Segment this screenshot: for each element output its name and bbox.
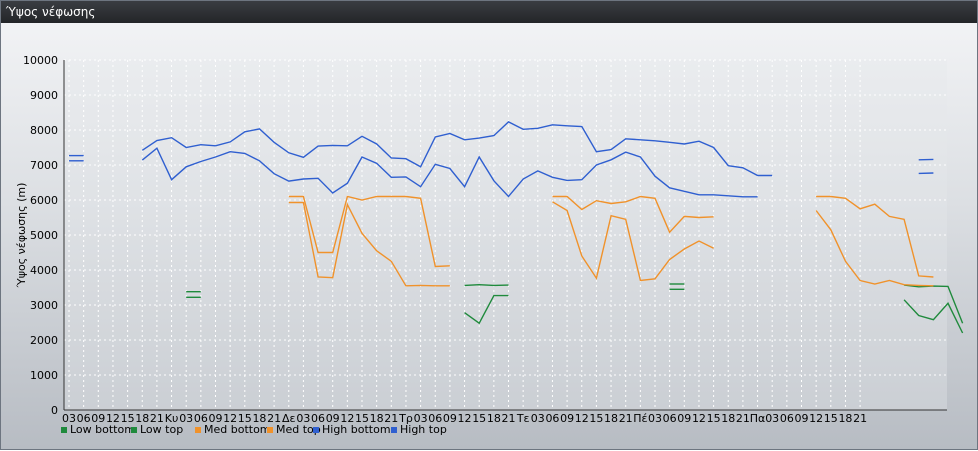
x-tick-label: 09 [795,412,809,425]
y-tick-label: 2000 [30,334,58,347]
series-line-segment [465,285,509,286]
x-tick-label: 06 [545,412,559,425]
x-tick-label: 03 [765,412,779,425]
legend-swatch [61,427,67,433]
x-tick-label: 15 [707,412,721,425]
y-tick-label: 5000 [30,229,58,242]
y-tick-label: 10000 [23,54,58,67]
x-tick-label: 15 [472,412,486,425]
y-tick-label: 1000 [30,369,58,382]
y-tick-label: 4000 [30,264,58,277]
y-tick-label: 9000 [30,89,58,102]
x-tick-label: 09 [560,412,574,425]
y-tick-label: 6000 [30,194,58,207]
x-tick-label: Πέ [633,412,647,425]
x-tick-label: 12 [575,412,589,425]
x-tick-label: 12 [458,412,472,425]
x-tick-label: 09 [677,412,691,425]
x-tick-label: Πα [750,412,766,425]
legend-swatch [391,427,397,433]
legend-swatch [131,427,137,433]
x-tick-label: 21 [736,412,750,425]
legend-item-label: High bottom [322,423,391,436]
legend-swatch [267,427,273,433]
legend-swatch [313,427,319,433]
x-tick-label: 15 [589,412,603,425]
x-tick-label: 21 [502,412,516,425]
y-tick-label: 3000 [30,299,58,312]
x-tick-label: Τε [516,412,530,425]
x-tick-label: 03 [648,412,662,425]
x-tick-label: 12 [809,412,823,425]
y-tick-label: 7000 [30,159,58,172]
x-tick-label: 12 [692,412,706,425]
y-tick-label: 8000 [30,124,58,137]
legend-swatch [195,427,201,433]
y-tick-label: 0 [51,404,58,417]
x-tick-label: 06 [663,412,677,425]
x-tick-label: 18 [838,412,852,425]
y-axis-label: Ύψος νέφωσης (m) [15,183,28,289]
x-tick-label: 18 [604,412,618,425]
x-tick-label: 03 [531,412,545,425]
legend-item-label: Low bottom [70,423,135,436]
legend-item-label: High top [400,423,447,436]
x-tick-label: 21 [853,412,867,425]
x-tick-label: 06 [780,412,794,425]
y-axis: 0 1000 2000 3000 4000 5000 6000 7000 8000 9000 100… [23,54,64,417]
legend-item-label: Med bottom [204,423,271,436]
x-tick-label: 15 [824,412,838,425]
x-tick-label: 18 [487,412,501,425]
x-tick-label: 21 [619,412,633,425]
x-tick-label: 18 [721,412,735,425]
legend-item-label: Low top [140,423,183,436]
